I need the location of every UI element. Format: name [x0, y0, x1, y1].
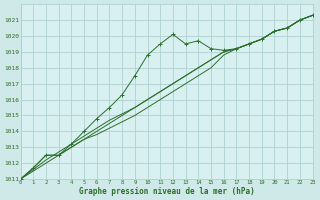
X-axis label: Graphe pression niveau de la mer (hPa): Graphe pression niveau de la mer (hPa)	[79, 187, 254, 196]
